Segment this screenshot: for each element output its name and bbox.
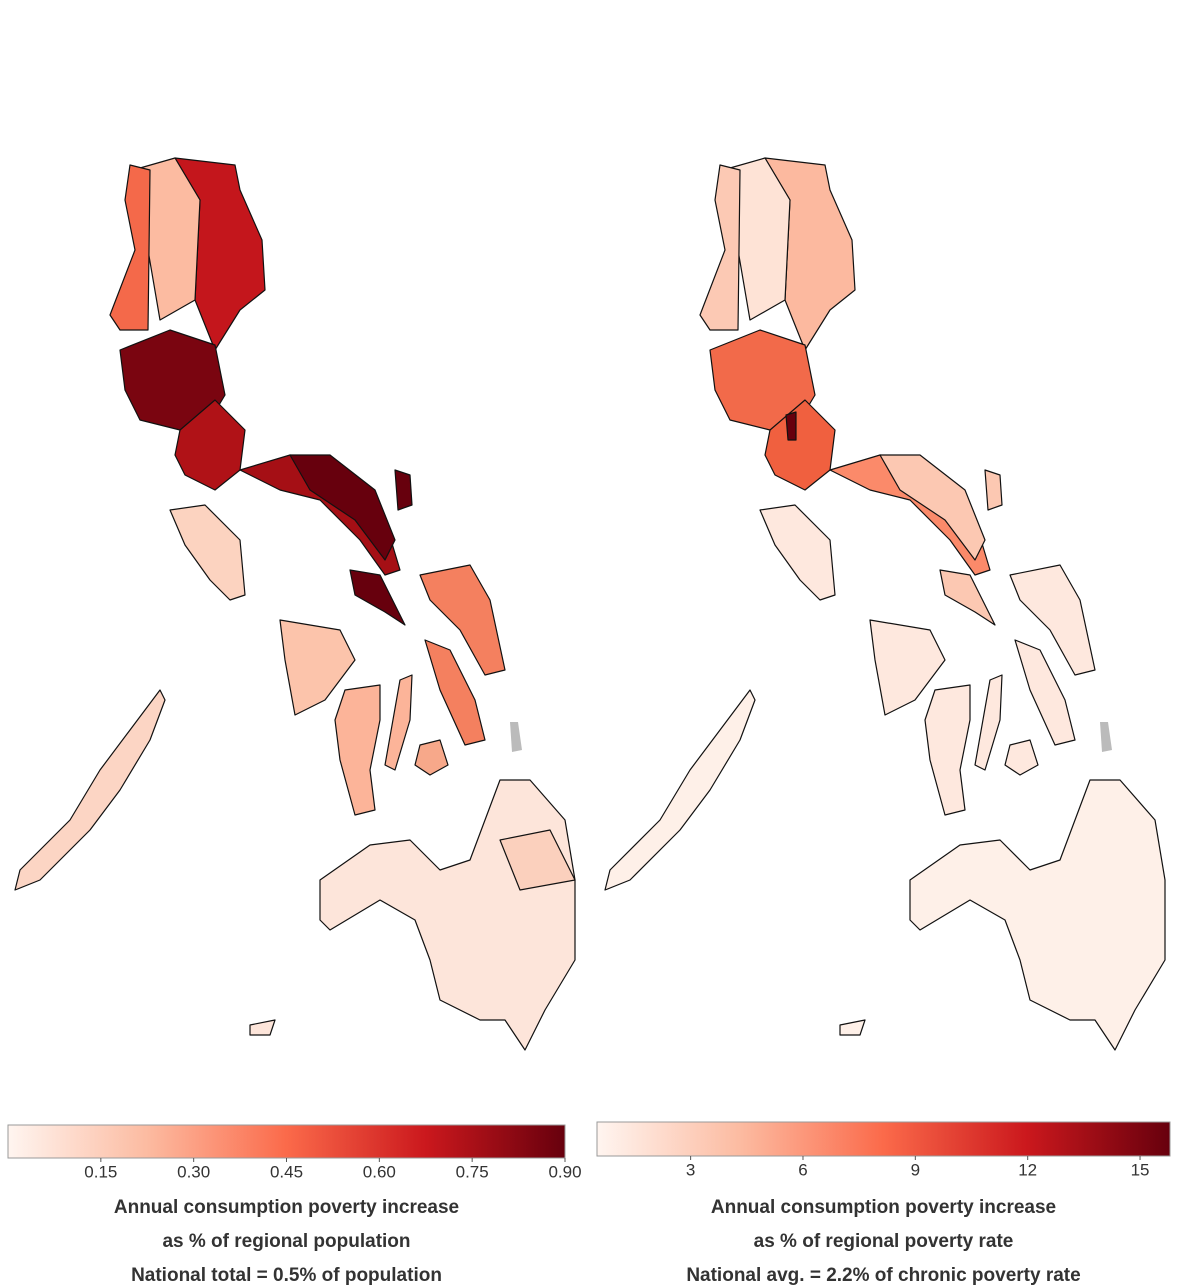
tick-label: 0.15: [84, 1162, 117, 1181]
caption: as % of regional population: [162, 1231, 410, 1252]
caption: Annual consumption poverty increase: [711, 1197, 1056, 1218]
tick-label: 6: [798, 1160, 807, 1179]
caption: National total = 0.5% of population: [131, 1265, 442, 1286]
tick-label: 0.30: [177, 1162, 210, 1181]
tick-label: 0.45: [270, 1162, 303, 1181]
colorbar: [7, 1124, 566, 1159]
map-right: [604, 157, 1166, 1051]
tick-label: 3: [686, 1160, 695, 1179]
tick-label: 0.75: [456, 1162, 489, 1181]
caption: Annual consumption poverty increase: [114, 1197, 459, 1218]
caption: National avg. = 2.2% of chronic poverty …: [686, 1265, 1080, 1286]
caption: as % of regional poverty rate: [754, 1231, 1014, 1252]
tick-label: 0.60: [363, 1162, 396, 1181]
map-left: [14, 157, 576, 1051]
tick-label: 0.90: [548, 1162, 581, 1181]
tick-label: 9: [911, 1160, 920, 1179]
tick-label: 12: [1018, 1160, 1037, 1179]
colorbar: [596, 1121, 1171, 1157]
tick-label: 15: [1131, 1160, 1150, 1179]
